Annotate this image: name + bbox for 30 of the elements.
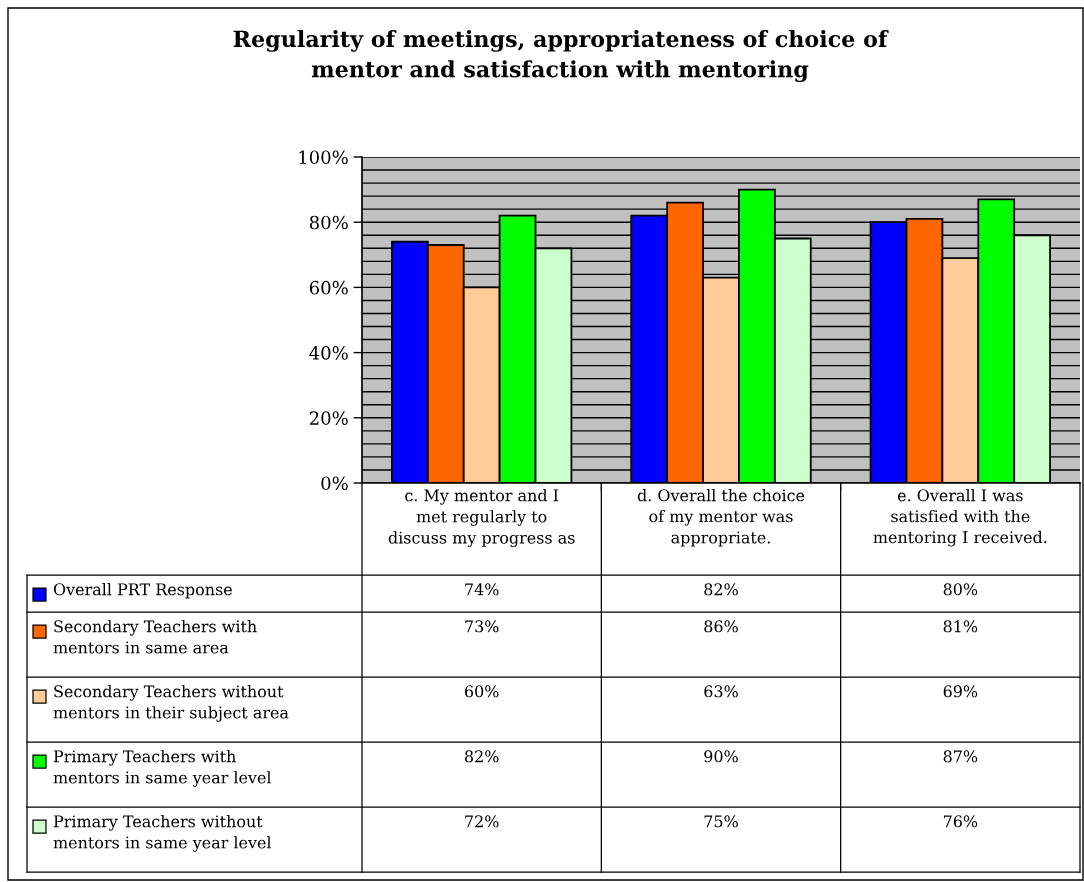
legend-label: Primary Teachers without mentors in same year level xyxy=(53,815,272,852)
data-label: 80% xyxy=(943,583,978,596)
x-tick-label: c. My mentor and I met regularly to discuss my progress as xyxy=(388,489,575,547)
x-tick-label: e. Overall I was satisfied with the mentoring I received. xyxy=(873,489,1047,547)
legend-label: Primary Teachers with mentors in same year level xyxy=(53,750,272,787)
y-tick-label: 80% xyxy=(309,215,348,230)
y-tick-label: 100% xyxy=(299,150,348,165)
y-tick-label: 20% xyxy=(309,411,348,425)
x-tick-label: d. Overall the choice of my mentor was appropriate. xyxy=(637,489,805,547)
data-label: 90% xyxy=(704,750,738,763)
legend-label: Overall PRT Response xyxy=(53,583,232,599)
legend-label: Secondary Teachers without mentors in their subject area xyxy=(53,685,289,722)
data-label: 74% xyxy=(465,583,499,596)
data-label: 75% xyxy=(704,815,738,828)
y-tick-label: 60% xyxy=(309,280,348,295)
data-label: 72% xyxy=(465,815,499,828)
y-tick-label: 40% xyxy=(309,346,348,360)
data-label: 86% xyxy=(704,620,738,633)
chart-title: Regularity of meetings, appropriateness of choice of mentor and satisfaction with mentoring xyxy=(233,30,889,83)
data-label: 69% xyxy=(943,685,978,698)
data-label: 73% xyxy=(465,620,499,633)
data-label: 76% xyxy=(943,815,978,828)
data-label: 63% xyxy=(704,685,738,698)
legend-label: Secondary Teachers with mentors in same area xyxy=(53,620,257,654)
y-tick-label: 0% xyxy=(321,476,348,491)
data-label: 82% xyxy=(704,583,738,596)
data-label: 82% xyxy=(464,750,499,763)
data-label: 87% xyxy=(943,750,978,763)
data-label: 81% xyxy=(943,620,978,633)
data-label: 60% xyxy=(464,685,499,698)
